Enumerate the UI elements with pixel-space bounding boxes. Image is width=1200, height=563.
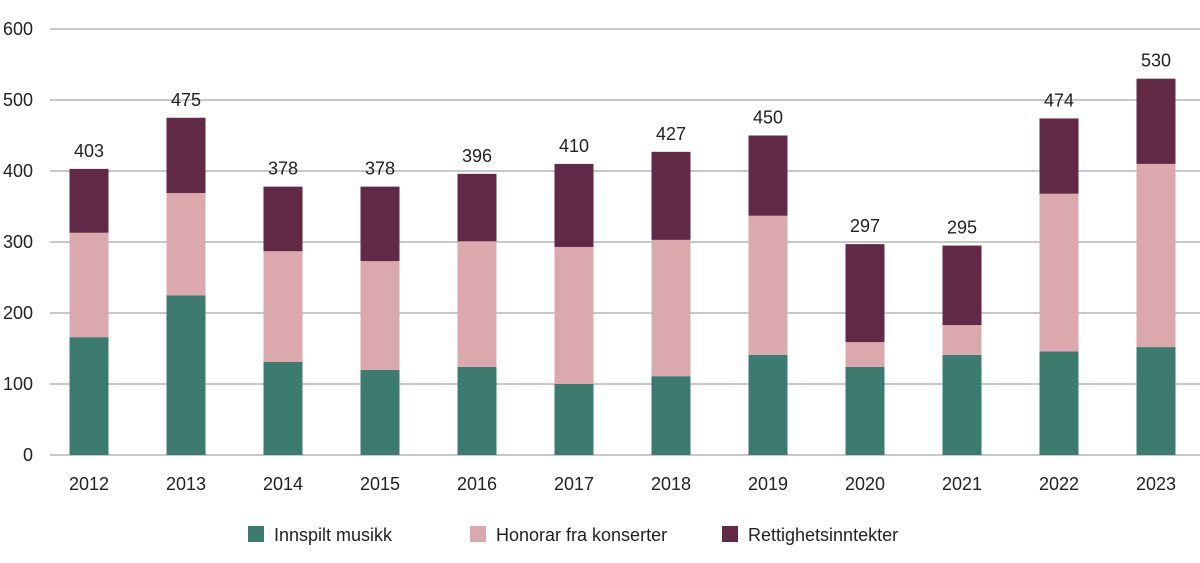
bar-segment	[166, 193, 206, 296]
bar-segment	[748, 354, 788, 455]
x-tick-label: 2013	[166, 474, 206, 494]
x-tick-label: 2021	[942, 474, 982, 494]
bar-segment	[554, 163, 594, 247]
bar-segment	[1136, 163, 1176, 348]
bar-segment	[1039, 118, 1079, 194]
bar-segment	[360, 186, 400, 262]
y-tick-label: 600	[3, 19, 33, 39]
legend-label: Innspilt musikk	[274, 525, 393, 545]
legend-swatch	[470, 526, 486, 542]
bar-segment	[748, 135, 788, 216]
total-label: 530	[1141, 51, 1171, 71]
bar-segment	[1039, 351, 1079, 455]
bar-segment	[748, 215, 788, 355]
bar-segment	[554, 384, 594, 455]
bar-segment	[651, 239, 691, 377]
y-tick-label: 100	[3, 374, 33, 394]
y-tick-label: 500	[3, 90, 33, 110]
legend-label: Honorar fra konserter	[496, 525, 667, 545]
x-tick-label: 2020	[845, 474, 885, 494]
bar-segment	[457, 173, 497, 242]
x-tick-label: 2018	[651, 474, 691, 494]
bar-segment	[69, 337, 109, 455]
bar-segment	[554, 246, 594, 384]
bar-segment	[942, 245, 982, 326]
total-label: 295	[947, 218, 977, 238]
y-tick-label: 400	[3, 161, 33, 181]
total-label: 410	[559, 136, 589, 156]
x-tick-label: 2012	[69, 474, 109, 494]
total-label: 378	[268, 159, 298, 179]
total-label: 475	[171, 90, 201, 110]
legend-swatch	[248, 526, 264, 542]
bar-segment	[69, 232, 109, 338]
bar-segment	[457, 366, 497, 455]
bar-segment	[263, 361, 303, 455]
bar-segment	[263, 186, 303, 252]
total-label: 297	[850, 216, 880, 236]
bar-segment	[651, 151, 691, 240]
bar-segment	[1136, 347, 1176, 455]
y-tick-label: 200	[3, 303, 33, 323]
x-tick-label: 2016	[457, 474, 497, 494]
bar-segment	[457, 241, 497, 367]
x-tick-label: 2015	[360, 474, 400, 494]
total-label: 403	[74, 141, 104, 161]
x-tick-label: 2014	[263, 474, 303, 494]
legend-item: Innspilt musikk	[248, 525, 393, 545]
x-tick-label: 2023	[1136, 474, 1176, 494]
x-tick-label: 2022	[1039, 474, 1079, 494]
total-label: 450	[753, 108, 783, 128]
bar-segment	[1039, 193, 1079, 352]
legend-label: Rettighetsinntekter	[748, 525, 898, 545]
total-label: 427	[656, 124, 686, 144]
total-label: 378	[365, 159, 395, 179]
bar-segment	[845, 342, 885, 367]
bar-segment	[360, 369, 400, 455]
legend-item: Rettighetsinntekter	[722, 525, 898, 545]
legend-item: Honorar fra konserter	[470, 525, 667, 545]
bar-segment	[845, 244, 885, 343]
x-tick-label: 2017	[554, 474, 594, 494]
y-tick-label: 0	[23, 445, 33, 465]
total-label: 396	[462, 146, 492, 166]
bar-segment	[1136, 78, 1176, 164]
y-tick-label: 300	[3, 232, 33, 252]
bar-segment	[845, 366, 885, 455]
bar-segment	[166, 117, 206, 194]
bar-segment	[166, 295, 206, 455]
bar-segment	[651, 376, 691, 455]
bar-segment	[263, 251, 303, 362]
bar-segment	[942, 325, 982, 355]
bar-segment	[942, 354, 982, 455]
legend-swatch	[722, 526, 738, 542]
bar-segment	[69, 168, 109, 233]
total-label: 474	[1044, 90, 1074, 110]
bar-segment	[360, 261, 400, 370]
x-tick-label: 2019	[748, 474, 788, 494]
